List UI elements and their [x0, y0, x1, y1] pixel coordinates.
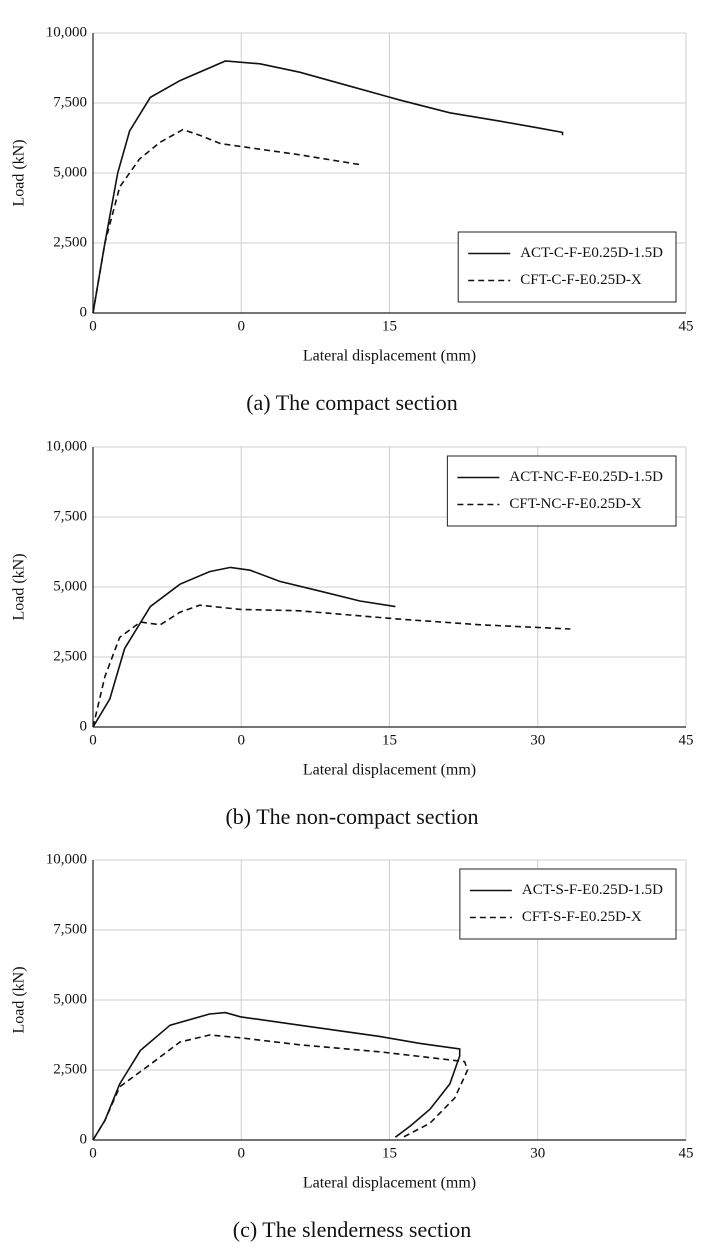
- series-line: [92, 566, 396, 728]
- x-tick-label: 15: [382, 1145, 397, 1161]
- x-tick-label: 45: [679, 732, 694, 748]
- y-tick-label: 2,500: [53, 234, 87, 250]
- x-axis-label: Lateral displacement (mm): [303, 762, 476, 779]
- legend-box: [457, 231, 677, 303]
- caption: (a) The compact section: [246, 390, 458, 415]
- x-tick-label: 15: [382, 732, 397, 748]
- x-tick-label: 45: [679, 318, 694, 334]
- legend-box: [446, 455, 677, 527]
- series-line: [92, 1034, 469, 1141]
- y-axis-label: Load (kN): [11, 553, 28, 620]
- legend-label: ACT-NC-F-E0.25D-1.5D: [509, 469, 663, 485]
- x-tick-label: 0: [89, 1145, 97, 1161]
- series-line: [92, 60, 564, 314]
- legend-box: [459, 868, 677, 940]
- x-axis-label: Lateral displacement (mm): [303, 1175, 476, 1192]
- x-tick-label: 30: [530, 732, 545, 748]
- y-axis-label: Load (kN): [11, 139, 28, 206]
- series-line: [92, 1011, 461, 1141]
- legend-label: CFT-NC-F-E0.25D-X: [509, 496, 642, 512]
- x-axis-label: Lateral displacement (mm): [303, 348, 476, 365]
- y-tick-label: 7,500: [53, 94, 87, 110]
- y-tick-label: 0: [80, 718, 88, 734]
- caption: (c) The slenderness section: [233, 1217, 471, 1242]
- y-tick-label: 2,500: [53, 1061, 87, 1077]
- y-axis-label: Load (kN): [11, 966, 28, 1033]
- legend-label: ACT-S-F-E0.25D-1.5D: [522, 882, 663, 898]
- x-tick-label: 0: [238, 1145, 246, 1161]
- y-tick-label: 0: [80, 304, 88, 320]
- legend-label: CFT-C-F-E0.25D-X: [520, 272, 642, 288]
- x-tick-label: 0: [238, 318, 246, 334]
- legend-label: ACT-C-F-E0.25D-1.5D: [520, 245, 663, 261]
- y-tick-label: 5,000: [53, 578, 87, 594]
- x-tick-label: 30: [530, 1145, 545, 1161]
- y-tick-label: 10,000: [46, 438, 87, 454]
- legend: ACT-C-F-E0.25D-1.5D CFT-C-F-E0.25D-X: [457, 231, 677, 303]
- y-tick-label: 7,500: [53, 921, 87, 937]
- y-tick-label: 10,000: [46, 851, 87, 867]
- caption: (b) The non-compact section: [225, 804, 478, 829]
- x-tick-label: 15: [382, 318, 397, 334]
- y-tick-label: 5,000: [53, 164, 87, 180]
- x-tick-label: 0: [89, 732, 97, 748]
- y-tick-label: 0: [80, 1131, 88, 1147]
- series-line: [92, 128, 361, 314]
- y-tick-label: 10,000: [46, 24, 87, 40]
- legend: ACT-NC-F-E0.25D-1.5D CFT-NC-F-E0.25D-X: [446, 455, 677, 527]
- x-tick-label: 0: [238, 732, 246, 748]
- y-tick-label: 2,500: [53, 648, 87, 664]
- series-line: [92, 604, 571, 728]
- y-tick-label: 5,000: [53, 991, 87, 1007]
- y-tick-label: 7,500: [53, 508, 87, 524]
- x-tick-label: 0: [89, 318, 97, 334]
- legend-label: CFT-S-F-E0.25D-X: [522, 909, 642, 925]
- legend: ACT-S-F-E0.25D-1.5D CFT-S-F-E0.25D-X: [459, 868, 677, 940]
- x-tick-label: 45: [679, 1145, 694, 1161]
